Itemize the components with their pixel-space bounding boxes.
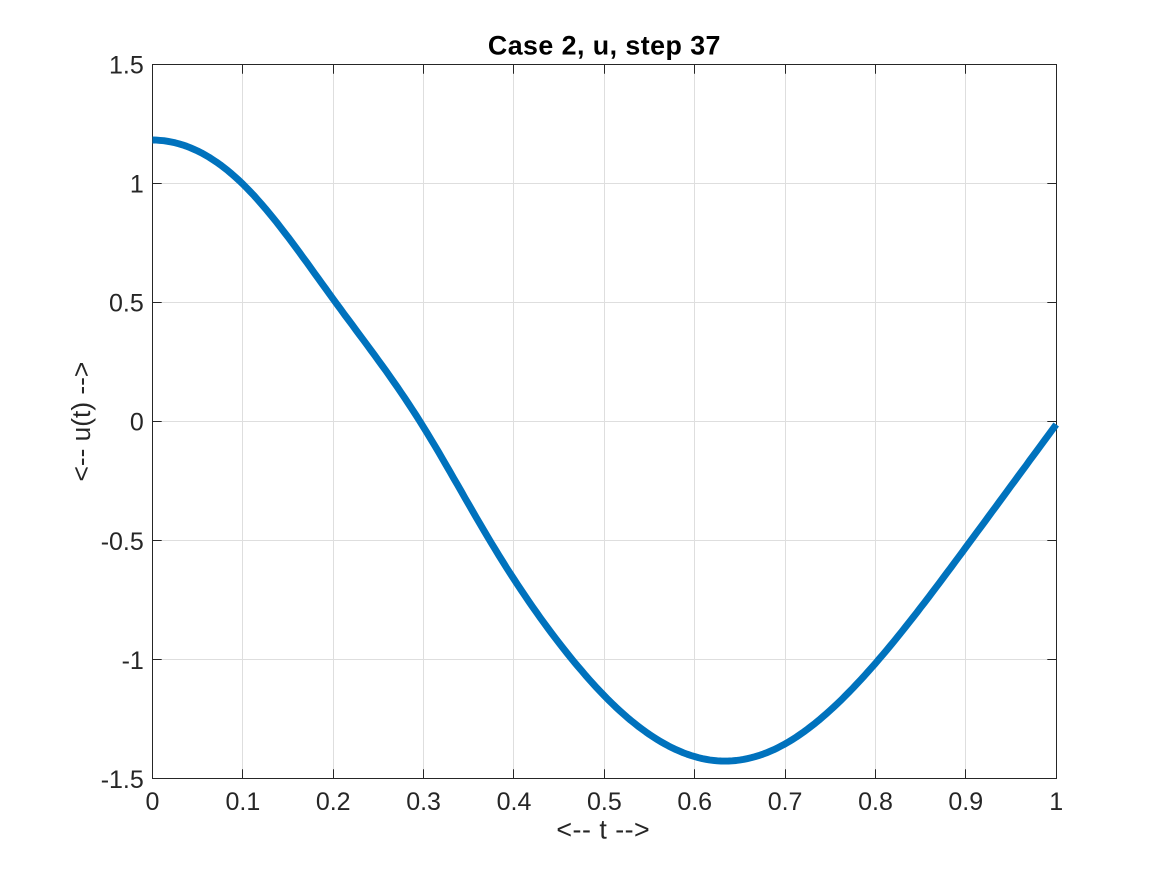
- svg-text:0.5: 0.5: [587, 788, 622, 816]
- svg-text:0.8: 0.8: [858, 788, 893, 816]
- svg-text:-1.5: -1.5: [101, 766, 144, 794]
- svg-text:0.3: 0.3: [406, 788, 441, 816]
- svg-text:Case 2, u, step 37: Case 2, u, step 37: [488, 31, 721, 61]
- svg-text:<-- t -->: <-- t -->: [556, 815, 650, 845]
- svg-text:0.2: 0.2: [316, 788, 351, 816]
- svg-text:0: 0: [146, 788, 160, 816]
- svg-text:0.4: 0.4: [497, 788, 532, 816]
- svg-text:0.5: 0.5: [109, 290, 144, 318]
- svg-text:-0.5: -0.5: [101, 528, 144, 556]
- svg-text:<-- u(t) -->: <-- u(t) -->: [66, 362, 96, 482]
- svg-text:1: 1: [130, 171, 144, 199]
- svg-text:0.6: 0.6: [677, 788, 712, 816]
- svg-text:0: 0: [130, 409, 144, 437]
- svg-text:-1: -1: [122, 647, 144, 675]
- svg-text:0.1: 0.1: [226, 788, 261, 816]
- svg-text:0.7: 0.7: [768, 788, 803, 816]
- svg-text:1: 1: [1049, 788, 1063, 816]
- svg-text:1.5: 1.5: [109, 51, 144, 79]
- svg-text:0.9: 0.9: [948, 788, 983, 816]
